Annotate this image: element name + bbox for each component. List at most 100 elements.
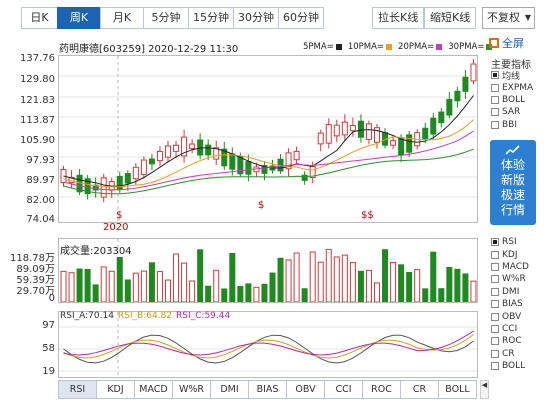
indicator-label: BOLL: [502, 361, 526, 372]
rsi-axis-label: 97: [42, 320, 55, 331]
tab-boll[interactable]: BOLL: [438, 380, 477, 399]
volume-bar: [92, 284, 99, 303]
volume-bar: [341, 254, 348, 303]
candle-body: [333, 124, 340, 137]
candle-body: [92, 184, 99, 191]
tab-roc[interactable]: ROC: [362, 380, 401, 399]
stock-info: 药明康德[603259] 2020-12-29 11:30: [59, 44, 239, 55]
checkbox-icon: [491, 83, 499, 92]
candle-body: [398, 138, 405, 156]
volume-chart[interactable]: [58, 238, 478, 303]
ma-color-swatch: [386, 44, 393, 50]
extend-kline-button[interactable]: 拉长K线: [372, 7, 425, 29]
tab-day-k[interactable]: 日K: [21, 7, 58, 29]
rsi-c-line: [63, 330, 474, 356]
volume-bar: [229, 252, 236, 303]
tab-kdj[interactable]: KDJ: [96, 380, 135, 399]
tab-cr[interactable]: CR: [400, 380, 439, 399]
volume-bar: [414, 269, 421, 303]
volume-bar: [60, 270, 67, 303]
candle-body: [84, 178, 91, 195]
indicator-label: CR: [502, 348, 515, 359]
new-version-promo-button[interactable]: 体验 新版 极速 行情: [490, 140, 536, 225]
sub-indicator-list: RSI KDJ MACD W%R DMI BIAS OBV CCI ROC CR…: [491, 236, 529, 372]
tab-dmi[interactable]: DMI: [210, 380, 249, 399]
tab-30min[interactable]: 30分钟: [233, 7, 279, 29]
volume-bars: [60, 248, 477, 303]
sub-indicator-bias[interactable]: BIAS: [491, 298, 529, 310]
promo-line: 极速: [500, 188, 525, 202]
sub-indicator-cci[interactable]: CCI: [491, 323, 529, 335]
candle-body: [116, 175, 123, 190]
candle-body: [245, 161, 252, 175]
checkbox-icon: [491, 362, 499, 371]
adjust-select[interactable]: 不复权 ▼: [482, 7, 535, 29]
volume-bar: [430, 251, 437, 303]
indicator-label: BBI: [502, 119, 518, 130]
sub-indicator-obv[interactable]: OBV: [491, 310, 529, 322]
tab-week-k[interactable]: 周K: [57, 7, 101, 29]
fullscreen-label: 全屏: [502, 37, 524, 50]
main-indicator-bbi[interactable]: BBI: [491, 119, 533, 131]
main-indicator-expma[interactable]: EXPMA: [491, 81, 533, 93]
promo-line: 体验: [500, 158, 525, 172]
candle-body: [221, 148, 228, 167]
volume-bar: [438, 288, 445, 303]
tab-5min[interactable]: 5分钟: [143, 7, 189, 29]
volume-bar: [269, 272, 276, 303]
candle-body: [454, 90, 461, 102]
indicator-label: W%R: [502, 274, 526, 285]
main-indicator-sar[interactable]: SAR: [491, 106, 533, 118]
candle-body: [100, 177, 107, 198]
tab-wr[interactable]: W%R: [172, 380, 211, 399]
candle-body: [406, 134, 413, 153]
main-indicator-ma[interactable]: 均线: [491, 69, 533, 82]
volume-axis-label: 118.78万: [10, 253, 55, 264]
sub-indicator-kdj[interactable]: KDJ: [491, 248, 529, 260]
volume-bar: [100, 266, 107, 303]
candle-body: [165, 145, 171, 158]
candle-body: [181, 136, 188, 157]
tab-15min[interactable]: 15分钟: [188, 7, 234, 29]
tab-bias[interactable]: BIAS: [248, 380, 287, 399]
shrink-kline-button[interactable]: 缩短K线: [424, 7, 477, 29]
main-indicator-boll[interactable]: BOLL: [491, 94, 533, 106]
candle-body: [229, 153, 236, 170]
sub-indicator-roc[interactable]: ROC: [491, 335, 529, 347]
indicator-label: RSI: [502, 237, 517, 248]
scroll-left-icon: ◀: [481, 381, 488, 389]
sub-indicator-cr[interactable]: CR: [491, 348, 529, 360]
tab-60min[interactable]: 60分钟: [278, 7, 324, 29]
horizontal-scrollbar[interactable]: ◀: [480, 380, 489, 399]
candle-body: [374, 127, 380, 143]
split-marker: $: [116, 210, 122, 221]
volume-axis-label: 89.09万: [16, 264, 55, 275]
tab-cci[interactable]: CCI: [324, 380, 363, 399]
volume-bar: [108, 270, 115, 303]
tab-rsi[interactable]: RSI: [58, 380, 97, 399]
price-axis-label: 89.97: [26, 175, 55, 186]
tab-obv[interactable]: OBV: [286, 380, 325, 399]
sub-indicator-rsi[interactable]: RSI: [491, 236, 529, 248]
tab-macd[interactable]: MACD: [134, 380, 173, 399]
volume-bar: [325, 248, 332, 303]
ma10-line: [63, 119, 474, 188]
sub-indicator-dmi[interactable]: DMI: [491, 286, 529, 298]
checkbox-icon: [491, 349, 499, 358]
sub-indicator-boll[interactable]: BOLL: [491, 360, 529, 372]
rsi-b-label: RSI_B:64.82: [117, 311, 173, 321]
indicator-label: MACD: [502, 261, 529, 272]
ma-color-swatch: [335, 44, 342, 50]
fullscreen-button[interactable]: 全屏: [489, 35, 524, 51]
rsi-chart[interactable]: [58, 311, 478, 378]
candle-body: [422, 127, 429, 140]
volume-bar: [245, 283, 252, 303]
bottom-indicator-tabs: RSI KDJ MACD W%R DMI BIAS OBV CCI ROC CR…: [58, 380, 477, 399]
sub-indicator-macd[interactable]: MACD: [491, 261, 529, 273]
sub-indicator-wr[interactable]: W%R: [491, 273, 529, 285]
ma20-line: [63, 130, 474, 191]
candle-body: [390, 140, 397, 146]
period-tabs: 日K 周K 月K 5分钟 15分钟 30分钟 60分钟: [21, 7, 324, 29]
tab-month-k[interactable]: 月K: [100, 7, 144, 29]
price-chart[interactable]: $ $ $$: [58, 55, 478, 223]
